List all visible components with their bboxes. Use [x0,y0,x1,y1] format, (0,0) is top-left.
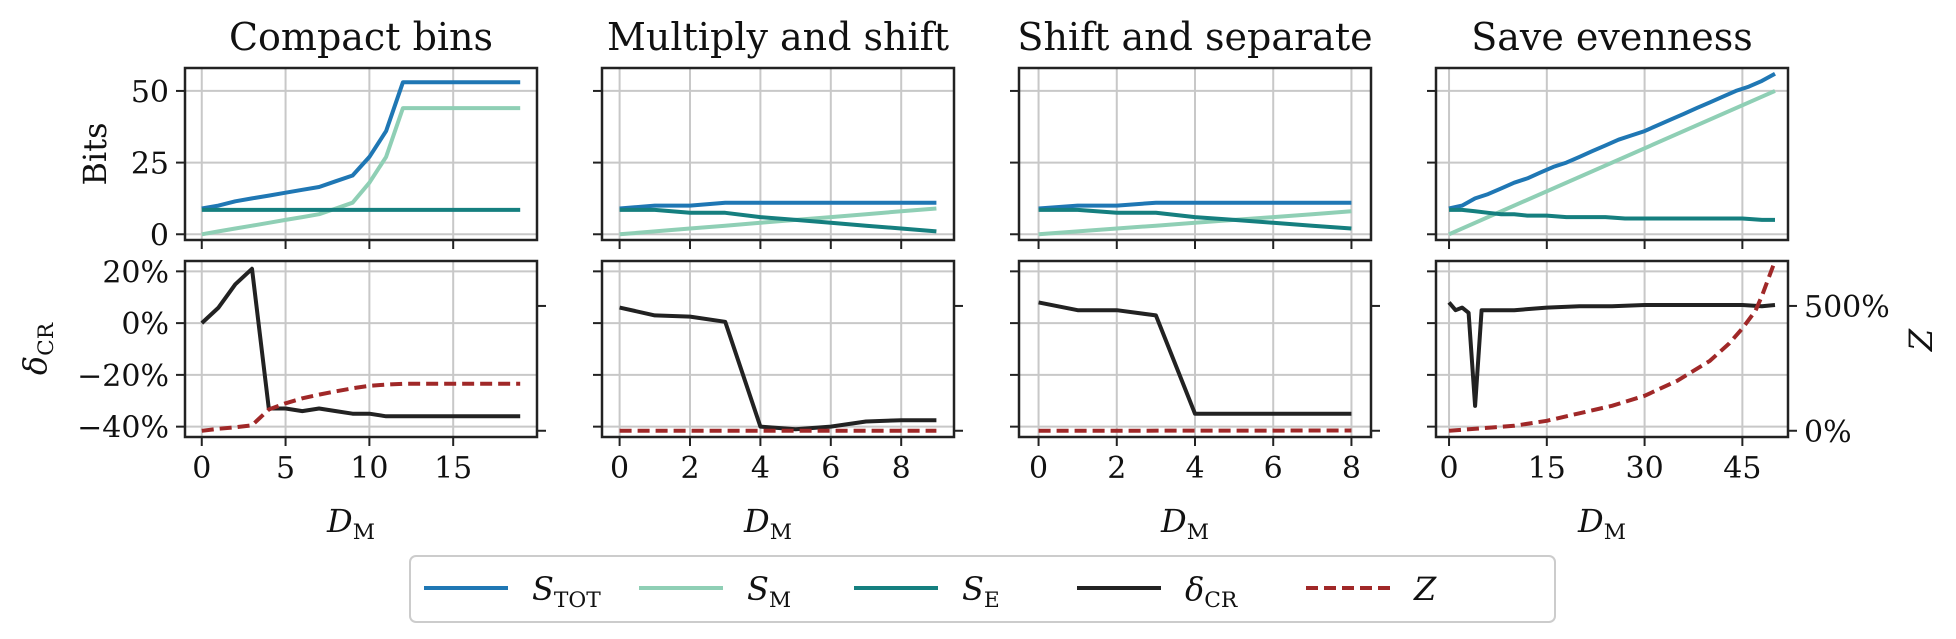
top-axes: 0 25 50 [131,66,539,253]
series-line-S_E [1038,207,1352,231]
subplot-title: Compact bins [229,15,493,59]
series-line-S_E [1449,207,1775,222]
legend-item-Z: Z [1306,570,1437,608]
legend-item-S_M: SM [639,570,791,613]
series-line-delta_CR [200,266,521,419]
top-y-axis-label: Bits [76,122,114,185]
xtick-label: 4 [1185,451,1204,486]
top-axes [593,66,956,249]
xtick-label: 6 [1264,451,1283,486]
subplot-title: Multiply and shift [607,15,949,59]
xtick-label: 30 [1625,451,1663,486]
subplot-title: Save evenness [1471,15,1753,59]
legend-item-S_E: SE [854,570,1000,613]
legend-label: SM [747,570,791,613]
subplot-1: Multiply and shift 0 2 4 6 8 DM [593,15,963,545]
legend-label: Z [1413,570,1437,608]
legend-label: SE [962,570,1000,613]
series-line-S_TOT [201,80,521,211]
series-line-S_E [619,207,937,234]
subplot-0: Compact bins 0 25 50 20% 0% −20% −40% 0 5 10 15 DM [77,15,546,545]
x-axis-label: DM [743,502,792,545]
ytick-label: 25 [131,147,169,182]
axes-frame [183,66,539,242]
xtick-label: 10 [350,451,388,486]
right-y-axis-label: Z [1902,328,1940,352]
legend-label: STOT [532,570,601,613]
right-ytick-label: 500% [1804,290,1890,325]
axes-frame [600,66,956,242]
bottom-y-axis-label: δCR [16,322,59,375]
legend-item-S_TOT: STOT [424,570,601,613]
xtick-label: 15 [434,451,472,486]
series-line-Z [201,381,521,433]
legend-item-delta_CR: δCR [1077,570,1238,613]
right-ytick-label: 0% [1804,415,1852,450]
legend-frame [409,555,1556,623]
xtick-label: 8 [1342,451,1361,486]
ytick-label: 50 [131,75,169,110]
legend: STOT SM SE δCR Z [409,555,1556,623]
series-line-S_TOT [1448,71,1776,211]
x-axis-label: DM [1160,502,1209,545]
series-line-delta_CR [1038,300,1352,416]
xtick-label: 2 [1107,451,1126,486]
bottom-axes: 20% 0% −20% −40% 0 5 10 15 [77,255,546,486]
legend-label: δCR [1185,570,1238,613]
series-line-S_M [1038,209,1352,237]
subplot-2: Shift and separate 0 2 4 6 8 DM [1010,15,1380,545]
series-line-S_M [619,206,937,237]
xtick-label: 15 [1528,451,1566,486]
ytick-label: −20% [77,359,169,394]
top-axes [1427,66,1790,249]
axes-frame [1434,259,1790,439]
xtick-label: 2 [680,451,699,486]
bottom-axes: 0 2 4 6 8 [593,259,963,486]
ytick-label: −40% [77,411,169,446]
x-axis-label: DM [326,502,375,545]
axes-frame [1434,66,1790,242]
series-line-S_TOT [1038,200,1352,211]
bottom-axes: 0 2 4 6 8 [1010,259,1380,486]
x-axis-label: DM [1577,502,1626,545]
series-line-S_TOT [619,200,937,211]
axes-frame [183,259,539,439]
series-line-delta_CR [619,305,937,432]
bottom-axes: 0 15 30 45 0% 500% [1427,259,1890,486]
xtick-label: 0 [192,451,211,486]
xtick-label: 4 [751,451,770,486]
subplot-3: Save evenness 0 15 30 45 0% 500% DM [1427,15,1890,545]
top-axes [1010,66,1373,249]
xtick-label: 0 [1029,451,1048,486]
xtick-label: 8 [892,451,911,486]
ytick-label: 0 [150,218,169,253]
series-line-S_M [201,106,521,237]
ytick-label: 0% [121,307,169,342]
xtick-label: 0 [1439,451,1458,486]
series-line-S_M [1448,89,1776,237]
ytick-label: 20% [102,255,169,290]
xtick-label: 5 [276,451,295,486]
series-line-Z [1448,260,1777,433]
series-line-delta_CR [1447,301,1776,408]
xtick-label: 45 [1723,451,1761,486]
xtick-label: 0 [610,451,629,486]
axes-frame [600,259,956,439]
xtick-label: 6 [821,451,840,486]
subplot-title: Shift and separate [1017,15,1372,59]
